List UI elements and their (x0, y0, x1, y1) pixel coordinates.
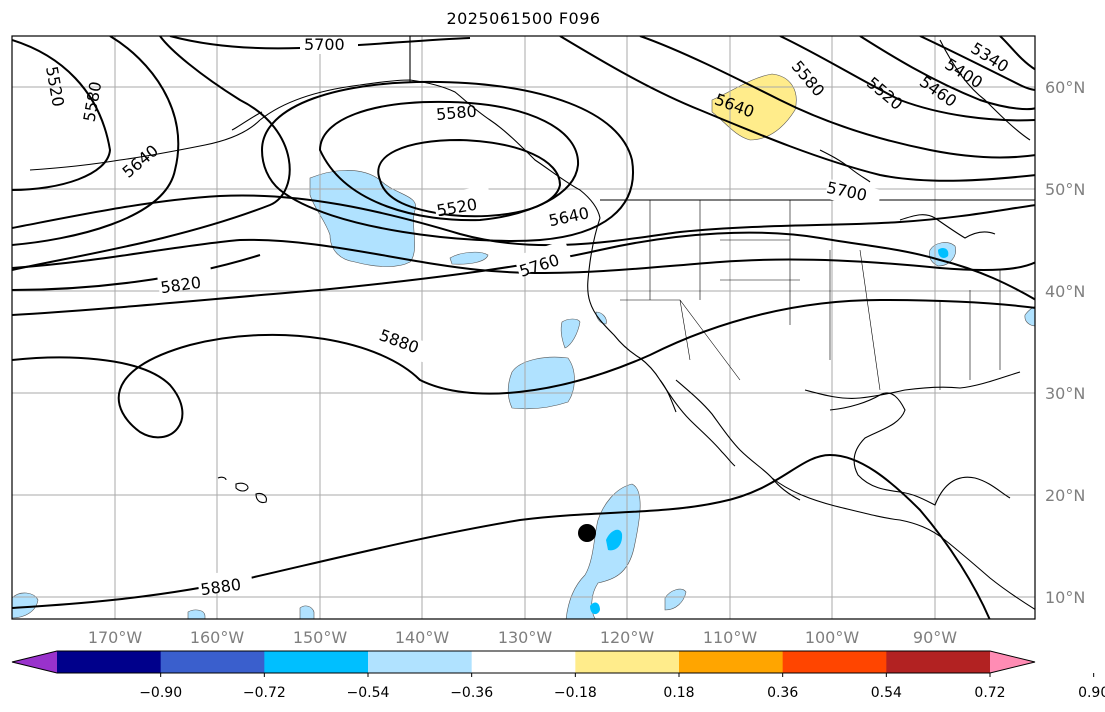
colorbar-tick-label: −0.72 (243, 685, 286, 701)
lon-label-150: 150°W (293, 628, 348, 647)
storm-position-marker (578, 524, 596, 542)
colorbar-segment (886, 651, 991, 673)
colorbar-segment (679, 651, 784, 673)
colorbar-tick-label: 0.72 (974, 685, 1005, 701)
colorbar-tick-label: −0.54 (347, 685, 390, 701)
coastlines (29, 36, 1035, 611)
contour-label-5580-ak: 5580 (435, 102, 477, 124)
lon-label-90: 90°W (913, 628, 957, 647)
colorbar-segment (782, 651, 887, 673)
colorbar-segment (471, 651, 576, 673)
lon-label-160: 160°W (190, 628, 245, 647)
lon-label-110: 110°W (703, 628, 758, 647)
map-frame (11, 35, 1036, 620)
contour-label-5700-top: 5700 (304, 35, 345, 54)
strong-negative-anomaly (590, 248, 949, 615)
lat-label-50: 50°N (1045, 180, 1085, 199)
lon-label-170: 170°W (88, 628, 143, 647)
lat-label-10: 10°N (1045, 588, 1085, 607)
colorbar-tick-label: −0.90 (139, 685, 182, 701)
colorbar-segment (368, 651, 473, 673)
lat-label-40: 40°N (1045, 282, 1085, 301)
lon-label-100: 100°W (805, 628, 860, 647)
colorbar-segment (575, 651, 680, 673)
longitude-labels: 170°W 160°W 150°W 140°W 130°W 120°W 110°… (88, 628, 957, 647)
graticule (12, 36, 1035, 619)
colorbar-tick-label: −0.18 (554, 685, 597, 701)
latitude-labels: 60°N 50°N 40°N 30°N 20°N 10°N (1045, 78, 1085, 607)
colorbar-tick-label: 0.54 (871, 685, 902, 701)
colorbar-outline (11, 650, 1036, 674)
map-title: 2025061500 F096 (446, 9, 601, 28)
lon-label-140: 140°W (395, 628, 450, 647)
lat-label-20: 20°N (1045, 486, 1085, 505)
colorbar-tick-label: 0.36 (767, 685, 798, 701)
colorbar-segment (160, 651, 265, 673)
map-area: 5700 5520 5580 5640 5580 5520 5640 5760 … (12, 35, 1035, 619)
lon-label-130: 130°W (498, 628, 553, 647)
colorbar-extend-low (12, 651, 57, 673)
colorbar-segment (264, 651, 369, 673)
lon-label-120: 120°W (600, 628, 655, 647)
colorbar: −0.90 −0.72 −0.54 −0.36 −0.18 0.18 0.36 0.54 0.7… (11, 650, 1105, 701)
colorbar-segment (57, 651, 162, 673)
colorbar-tick-label: 0.18 (663, 685, 694, 701)
colorbar-tick-label: −0.36 (450, 685, 493, 701)
colorbar-extend-high (990, 651, 1035, 673)
lat-label-60: 60°N (1045, 78, 1085, 97)
lat-label-30: 30°N (1045, 384, 1085, 403)
colorbar-tick-label: 0.90 (1078, 685, 1105, 701)
